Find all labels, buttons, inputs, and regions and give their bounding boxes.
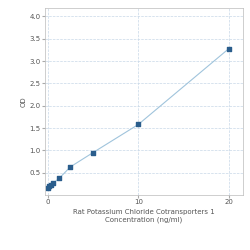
Point (52, 181, 56, 185)
Point (91, 150, 95, 154)
Point (46, 186, 50, 190)
Point (68, 165, 72, 169)
X-axis label: Rat Potassium Chloride Cotransporters 1
Concentration (ng/ml): Rat Potassium Chloride Cotransporters 1 … (73, 209, 215, 223)
Point (57, 176, 61, 180)
Point (136, 122, 140, 126)
Point (47, 184, 51, 188)
Y-axis label: OD: OD (21, 96, 27, 106)
Point (227, 46, 231, 50)
Point (48, 183, 52, 187)
